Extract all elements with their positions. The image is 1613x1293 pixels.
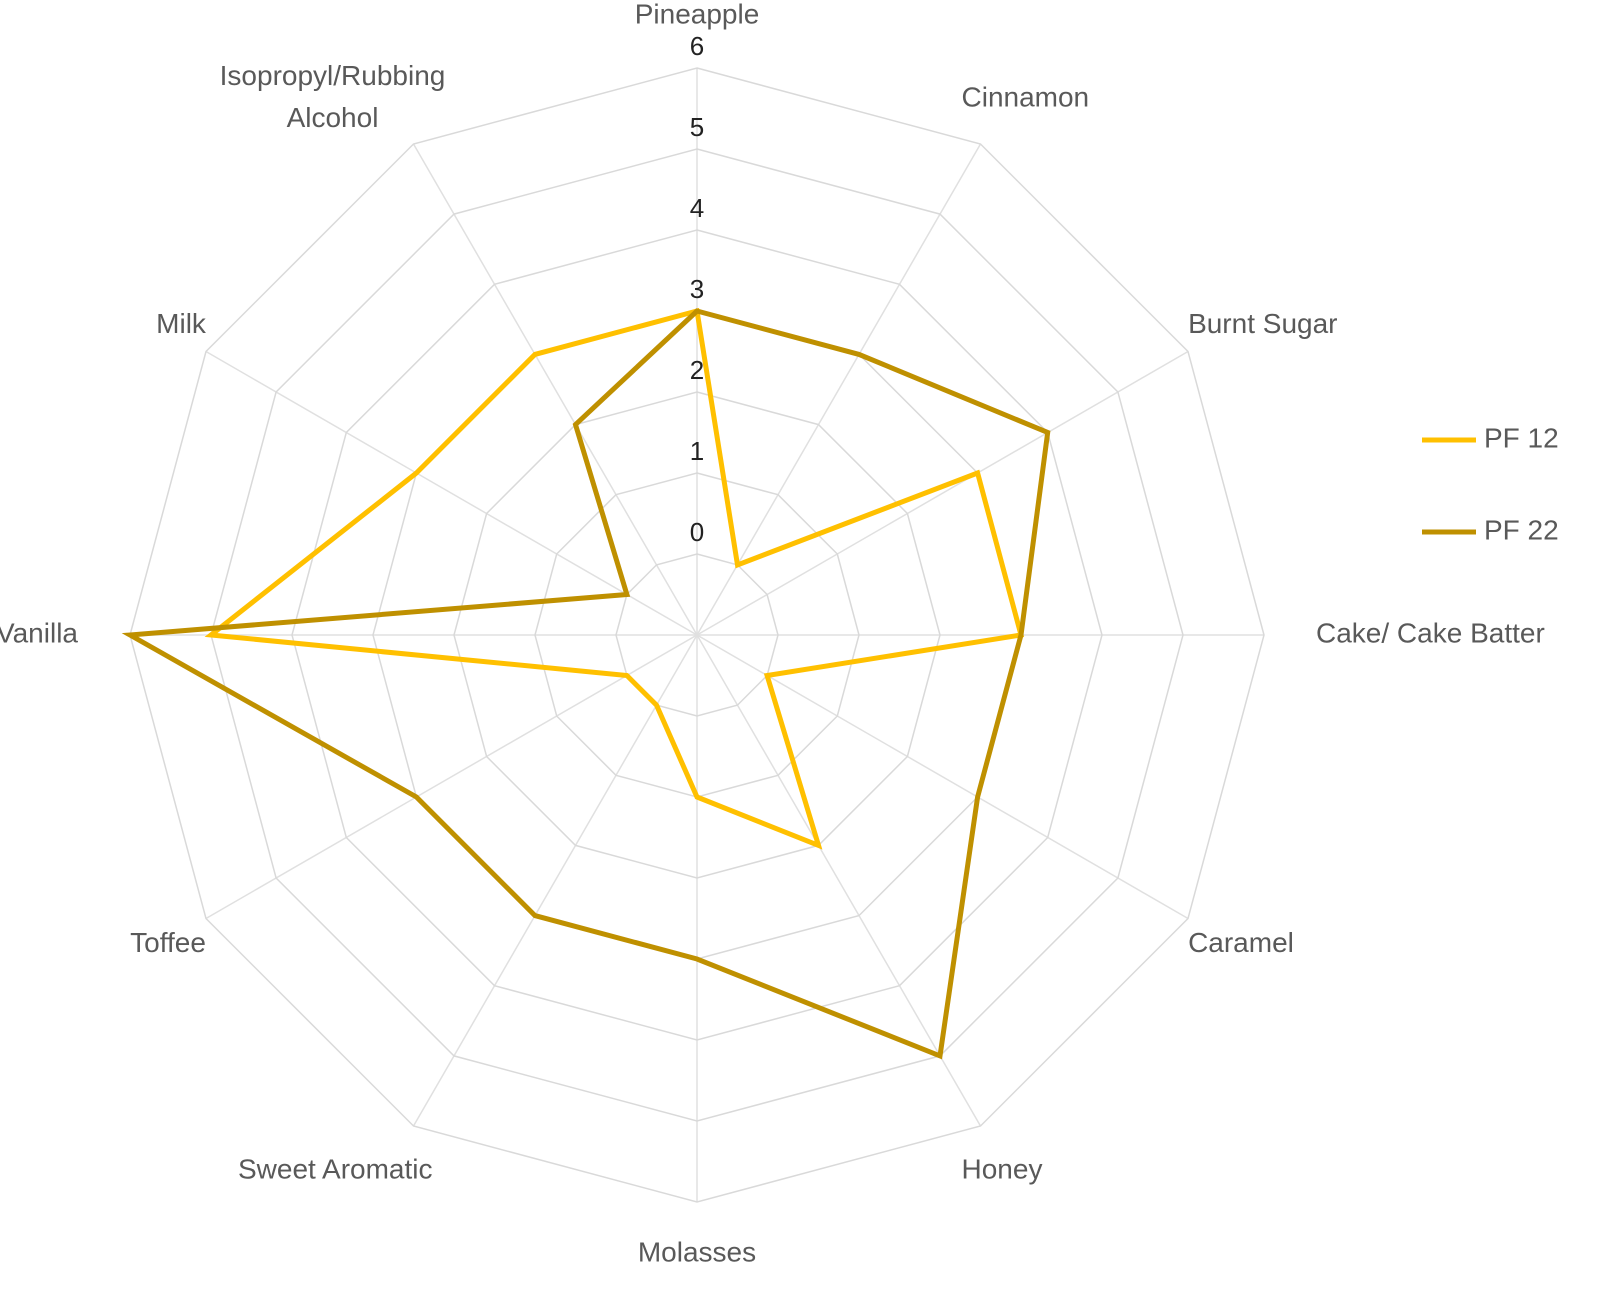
spoke <box>696 634 982 1127</box>
category-label: Molasses <box>638 1236 756 1267</box>
category-label: Vanilla <box>0 617 78 648</box>
spoke <box>696 143 982 636</box>
category-label: Isopropyl/Rubbing Alcohol <box>220 60 446 133</box>
category-label: Sweet Aromatic <box>238 1153 433 1184</box>
r-tick-label: 3 <box>690 274 704 304</box>
legend-label: PF 22 <box>1484 514 1559 545</box>
category-label-line: Isopropyl/Rubbing <box>220 60 446 91</box>
grid-ring <box>453 391 941 879</box>
grid-ring <box>129 67 1265 1203</box>
category-label: Cake/ Cake Batter <box>1316 617 1545 648</box>
category-label: Honey <box>962 1153 1043 1184</box>
series-line <box>204 307 1025 850</box>
r-tick-label: 5 <box>690 112 704 142</box>
category-label: Pineapple <box>635 0 760 29</box>
r-tick-label: 6 <box>690 31 704 61</box>
spoke <box>696 350 1189 636</box>
r-tick-label: 4 <box>690 193 704 223</box>
legend-label: PF 12 <box>1484 422 1559 453</box>
spoke <box>205 350 698 636</box>
spoke <box>205 634 698 920</box>
series-line <box>121 308 1051 1060</box>
r-tick-label: 2 <box>690 355 704 385</box>
r-tick-label: 0 <box>690 517 704 547</box>
r-tick-label: 1 <box>690 436 704 466</box>
category-label: Caramel <box>1188 927 1294 958</box>
spoke <box>696 634 1189 920</box>
category-label: Cinnamon <box>962 81 1090 112</box>
grid-ring <box>210 148 1184 1122</box>
spoke <box>412 634 698 1127</box>
category-label: Milk <box>156 308 207 339</box>
category-label: Burnt Sugar <box>1188 308 1337 339</box>
category-label: Toffee <box>130 927 206 958</box>
spoke <box>412 143 698 636</box>
category-label-line: Alcohol <box>287 102 379 133</box>
